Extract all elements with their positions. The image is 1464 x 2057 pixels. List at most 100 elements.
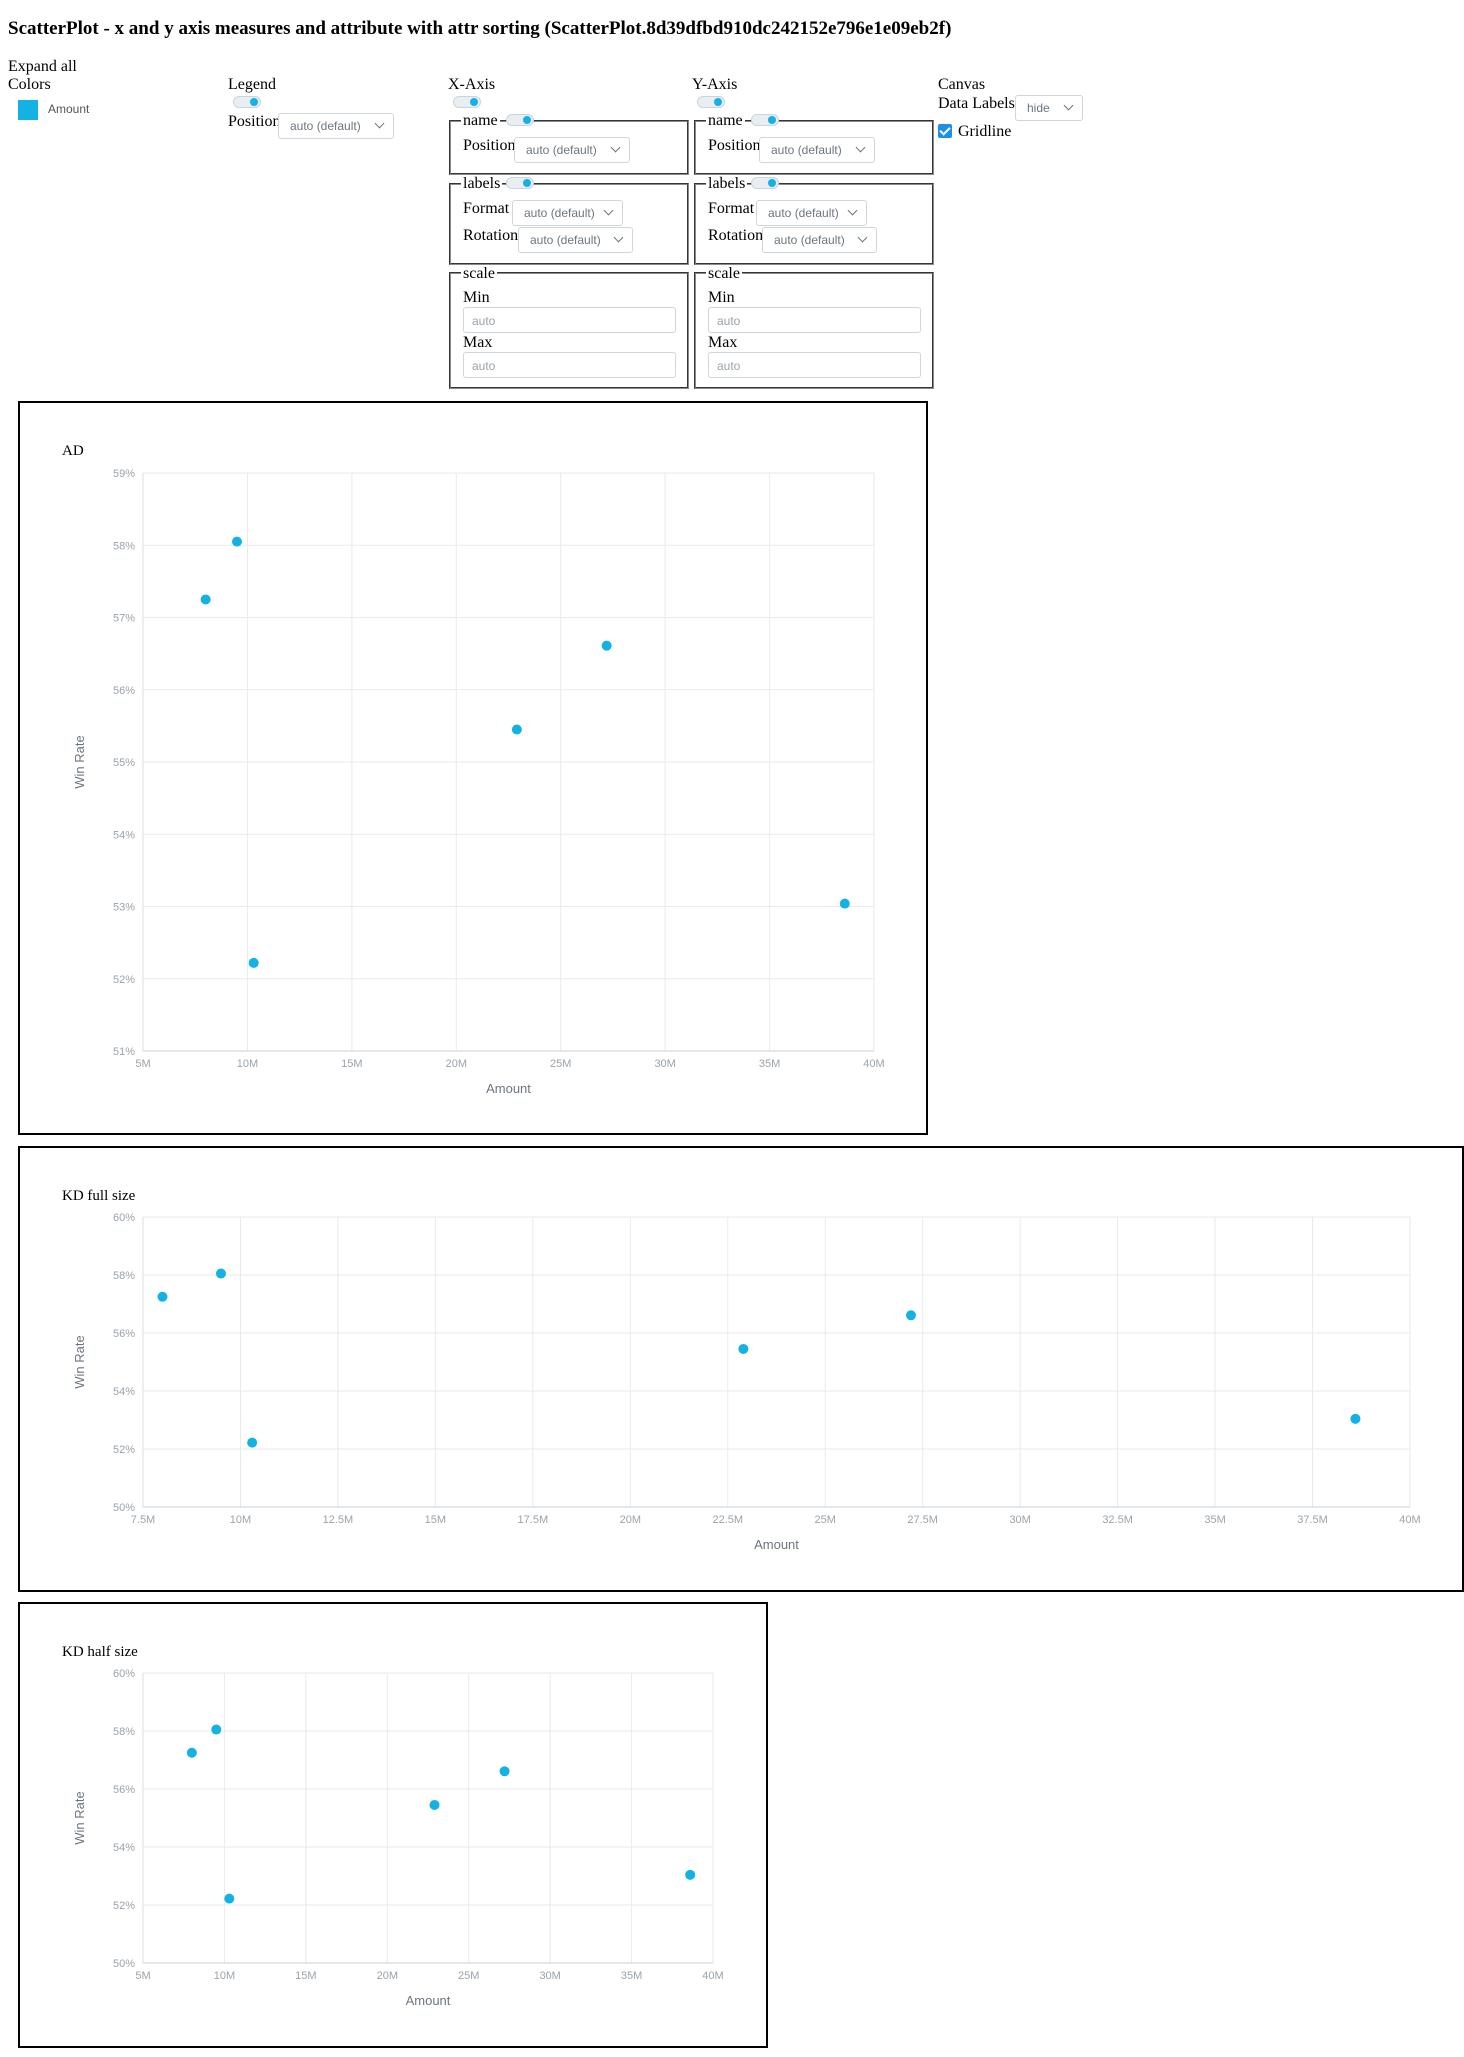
chart-kd-full-container: KD full size 50% 52% 54% 56% 58% 60% 7.5M 10M 12… [18, 1146, 1464, 1592]
x-tick-label: 30M [654, 1058, 675, 1070]
y-tick-label: 55% [113, 757, 135, 769]
data-point [511, 724, 522, 735]
color-swatch[interactable] [18, 100, 38, 120]
x-axis-labels-toggle[interactable] [506, 177, 534, 189]
gridline-label: Gridline [958, 123, 1012, 140]
x-axis-scale-fieldset [449, 272, 689, 389]
x-tick-label: 25M [815, 1514, 836, 1526]
y-axis-max-input[interactable]: auto [708, 352, 921, 378]
chevron-down-icon [613, 232, 624, 243]
x-axis-rotation-select[interactable]: auto (default) [518, 227, 633, 253]
x-axis-scale-legend: scale [461, 265, 497, 282]
data-point [247, 1437, 258, 1448]
x-axis-format-select[interactable]: auto (default) [512, 200, 623, 226]
y-axis-labels-legend: labels [706, 175, 748, 192]
y-axis-min-input[interactable]: auto [708, 307, 921, 333]
chart-title: KD full size [62, 1188, 136, 1204]
chevron-down-icon [857, 232, 868, 243]
chart-title: AD [62, 443, 84, 459]
x-axis-min-input[interactable]: auto [463, 307, 676, 333]
chevron-down-icon [1063, 100, 1074, 111]
x-tick-label: 35M [621, 1970, 642, 1982]
y-axis-scale-fieldset [694, 272, 934, 389]
chevron-down-icon [374, 118, 385, 129]
y-tick-label: 59% [113, 468, 135, 480]
x-tick-label: 40M [702, 1970, 723, 1982]
x-tick-label: 10M [230, 1514, 251, 1526]
y-tick-label: 54% [113, 1386, 135, 1398]
y-axis-name-legend: name [706, 112, 745, 129]
chart-title: KD half size [62, 1644, 138, 1660]
x-tick-label: 30M [539, 1970, 560, 1982]
y-tick-label: 52% [113, 1900, 135, 1912]
page-title: ScatterPlot - x and y axis measures and … [8, 18, 952, 39]
y-axis-format-value: auto (default) [768, 206, 839, 220]
x-axis-max-input[interactable]: auto [463, 352, 676, 378]
x-axis-name-toggle[interactable] [506, 114, 534, 126]
x-tick-label: 10M [214, 1970, 235, 1982]
data-point [224, 1893, 235, 1904]
x-tick-label: 20M [446, 1058, 467, 1070]
y-axis-name-position-select[interactable]: auto (default) [759, 137, 875, 163]
y-axis-rotation-label: Rotation [708, 227, 764, 244]
y-tick-label: 56% [113, 1784, 135, 1796]
y-axis-format-select[interactable]: auto (default) [756, 200, 867, 226]
y-tick-label: 60% [113, 1668, 135, 1680]
x-tick-label: 37.5M [1297, 1514, 1328, 1526]
legend-toggle[interactable] [233, 96, 261, 108]
x-tick-label: 17.5M [518, 1514, 549, 1526]
x-axis-format-label: Format [463, 200, 510, 217]
y-axis-name-fieldset [694, 120, 934, 175]
data-point [601, 640, 612, 651]
x-axis-max-label: Max [463, 334, 493, 351]
data-point [186, 1747, 197, 1758]
x-tick-label: 35M [759, 1058, 780, 1070]
x-tick-label: 25M [458, 1970, 479, 1982]
data-labels-select[interactable]: hide [1015, 95, 1083, 121]
scatter-chart-kd-full: 50% 52% 54% 56% 58% 60% 7.5M 10M 12.5M 15M 17.5M 20… [72, 1212, 1421, 1552]
x-tick-label: 15M [295, 1970, 316, 1982]
x-axis-heading: X-Axis [448, 76, 496, 93]
y-axis-title: Win Rate [72, 1791, 87, 1844]
y-axis-name-toggle[interactable] [751, 114, 779, 126]
x-axis-name-position-select[interactable]: auto (default) [514, 137, 630, 163]
gridline-checkbox[interactable] [938, 124, 952, 138]
scatter-chart-kd-half: 50% 52% 54% 56% 58% 60% 5M 10M 15M 20M 25M 30M 35M 40… [72, 1668, 724, 2008]
data-point [231, 536, 242, 547]
x-tick-label: 5M [135, 1970, 150, 1982]
colors-heading: Colors [8, 76, 51, 93]
x-axis-min-label: Min [463, 289, 490, 306]
data-point [215, 1268, 226, 1279]
data-point [738, 1343, 749, 1354]
chevron-down-icon [603, 205, 614, 216]
x-tick-label: 7.5M [131, 1514, 155, 1526]
legend-position-select[interactable]: auto (default) [278, 113, 394, 139]
legend-position-label: Position [228, 113, 281, 130]
y-axis-title: Win Rate [72, 1335, 87, 1388]
y-axis-rotation-select[interactable]: auto (default) [762, 227, 877, 253]
y-axis-scale-legend: scale [706, 265, 742, 282]
data-labels-label: Data Labels [938, 95, 1015, 112]
y-axis-toggle[interactable] [697, 96, 725, 108]
data-point [429, 1799, 440, 1810]
y-tick-label: 51% [113, 1046, 135, 1058]
y-tick-label: 52% [113, 1444, 135, 1456]
y-tick-label: 54% [113, 829, 135, 841]
data-labels-value: hide [1027, 101, 1050, 115]
y-tick-label: 56% [113, 685, 135, 697]
y-axis-name-position-value: auto (default) [771, 143, 842, 157]
y-axis-title: Win Rate [72, 735, 87, 788]
chart-kd-half-container: KD half size 50% 52% 54% 56% 58% 60% 5M 10M 15M 2… [18, 1602, 768, 2048]
x-tick-label: 40M [863, 1058, 884, 1070]
expand-all-button[interactable]: Expand all [8, 58, 77, 75]
data-point [200, 594, 211, 605]
x-axis-rotation-value: auto (default) [530, 233, 601, 247]
y-tick-label: 58% [113, 1726, 135, 1738]
data-point [248, 957, 259, 968]
data-point [1350, 1413, 1361, 1424]
x-tick-label: 22.5M [712, 1514, 743, 1526]
y-axis-labels-toggle[interactable] [751, 177, 779, 189]
x-axis-toggle[interactable] [453, 96, 481, 108]
chevron-down-icon [610, 142, 621, 153]
y-axis-max-label: Max [708, 334, 738, 351]
